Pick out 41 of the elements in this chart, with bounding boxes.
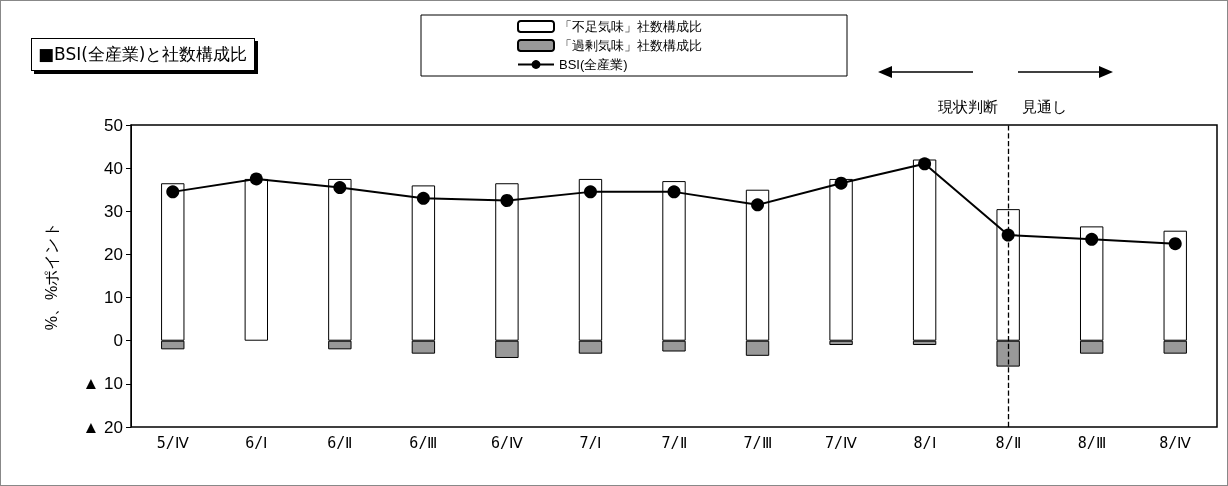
x-tick-label: 5/Ⅳ [156, 433, 189, 452]
x-tick-label: 6/Ⅰ [245, 433, 268, 452]
text: 見通し [1022, 98, 1068, 115]
y-tick-label: ▲ 10 [82, 374, 123, 394]
point [1085, 232, 1099, 246]
y-tick-label: 0 [113, 331, 123, 351]
point [500, 194, 514, 207]
point [333, 181, 347, 195]
chart-title: ■BSI(全産業)と社数構成比 [31, 38, 255, 71]
y-tick-label: 40 [104, 158, 123, 178]
y-tick-label: 10 [104, 288, 123, 308]
point [416, 191, 430, 205]
legend-label: BSI(全産業) [559, 57, 628, 72]
x-tick-label: 7/Ⅲ [743, 433, 772, 452]
x-tick-label: 8/Ⅰ [913, 433, 936, 452]
x-tick-label: 8/Ⅳ [1159, 433, 1192, 452]
x-tick-label: 7/Ⅰ [579, 433, 602, 452]
point [918, 157, 932, 171]
x-tick-label: 6/Ⅳ [490, 433, 523, 452]
y-tick-label: 30 [104, 201, 123, 221]
point [834, 176, 848, 190]
x-tick-label: 6/Ⅱ [327, 433, 353, 452]
text: 現状判断 [938, 98, 999, 115]
point [166, 185, 180, 199]
legend-label: 「過剰気味」社数構成比 [559, 38, 702, 53]
point [667, 185, 681, 199]
legend-label: 「不足気味」社数構成比 [559, 19, 702, 34]
x-tick-label: 8/Ⅱ [995, 433, 1021, 452]
point [1168, 237, 1182, 251]
x-tick-label: 7/Ⅱ [661, 433, 687, 452]
x-tick-label: 6/Ⅲ [409, 433, 438, 452]
y-tick-label: 50 [104, 115, 123, 135]
y-tick-label: 20 [104, 244, 123, 264]
x-tick-label: 8/Ⅲ [1077, 433, 1106, 452]
point [751, 198, 765, 212]
point [583, 185, 597, 199]
y-tick-label: ▲ 20 [82, 417, 123, 437]
point [1001, 228, 1015, 242]
point [249, 172, 263, 186]
y-axis-title: %、%ポイント [42, 221, 60, 331]
x-tick-label: 7/Ⅳ [825, 433, 858, 452]
